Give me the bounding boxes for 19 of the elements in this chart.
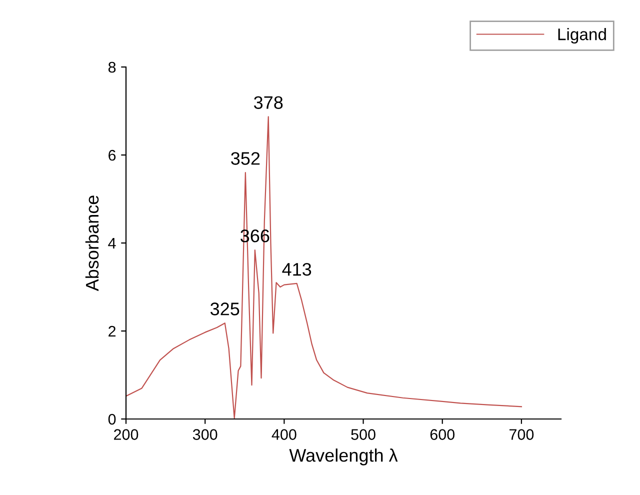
y-tick-label: 8 bbox=[108, 62, 116, 73]
y-axis-title: Absorbance bbox=[85, 196, 99, 292]
x-tick-label: 700 bbox=[509, 429, 534, 440]
legend-label: Ligand bbox=[558, 28, 606, 44]
annotation: 325 bbox=[210, 302, 240, 316]
annotation: 352 bbox=[231, 152, 260, 165]
x-tick-label: 400 bbox=[272, 429, 296, 440]
x-axis-title: Wavelength λ bbox=[289, 448, 398, 466]
x-tick-label: 200 bbox=[114, 429, 138, 440]
x-tick-label: 500 bbox=[351, 429, 376, 440]
x-tick-label: 600 bbox=[430, 429, 455, 440]
x-tick-label: 300 bbox=[192, 429, 218, 440]
annotation: 413 bbox=[282, 262, 312, 276]
y-tick-label: 0 bbox=[108, 414, 116, 425]
y-tick-label: 4 bbox=[108, 238, 116, 249]
y-tick-label: 2 bbox=[108, 326, 116, 337]
y-tick-label: 6 bbox=[108, 150, 116, 161]
line-series bbox=[126, 116, 522, 419]
annotation: 378 bbox=[254, 96, 283, 109]
